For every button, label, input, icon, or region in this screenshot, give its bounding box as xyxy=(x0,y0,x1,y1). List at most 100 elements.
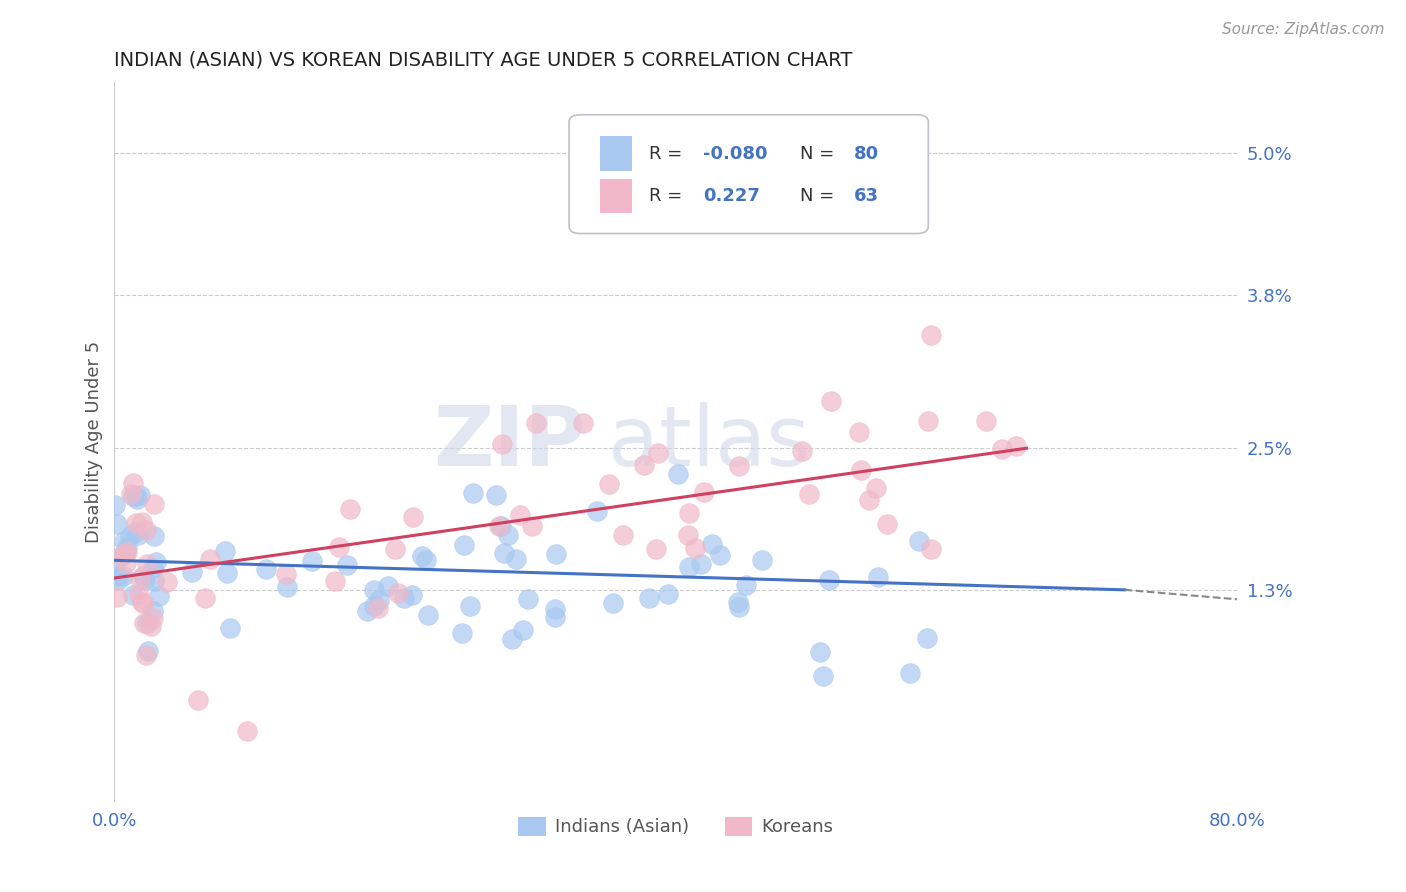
Point xyxy=(107,569,129,583)
Point xyxy=(598,477,620,491)
Point xyxy=(143,497,166,511)
Point xyxy=(128,586,150,600)
Point xyxy=(142,604,165,618)
Point xyxy=(105,517,128,532)
Point xyxy=(451,626,474,640)
Point xyxy=(148,590,170,604)
Point xyxy=(274,567,297,582)
Point xyxy=(120,487,142,501)
Point xyxy=(416,607,439,622)
Point xyxy=(509,508,531,522)
Text: N =: N = xyxy=(800,145,841,162)
Point xyxy=(488,519,510,533)
Point xyxy=(678,506,700,520)
Point xyxy=(136,644,159,658)
Point xyxy=(612,528,634,542)
Point xyxy=(363,582,385,597)
Point xyxy=(367,600,389,615)
Point xyxy=(107,574,129,588)
Point xyxy=(974,413,997,427)
Point xyxy=(187,693,209,707)
Text: 63: 63 xyxy=(855,187,879,205)
Point xyxy=(666,467,689,481)
Legend: Indians (Asian), Koreans: Indians (Asian), Koreans xyxy=(512,810,841,844)
Point xyxy=(571,416,593,430)
Point xyxy=(112,568,135,582)
Point xyxy=(915,631,938,645)
Point xyxy=(131,515,153,529)
Point xyxy=(647,446,669,460)
Point xyxy=(363,599,385,614)
Point xyxy=(104,498,127,512)
Y-axis label: Disability Age Under 5: Disability Age Under 5 xyxy=(86,341,103,543)
Point xyxy=(689,557,711,571)
Point xyxy=(156,574,179,589)
Point xyxy=(139,619,162,633)
Point xyxy=(917,414,939,428)
Point xyxy=(657,587,679,601)
Point xyxy=(127,528,149,542)
Point xyxy=(920,328,942,343)
Point xyxy=(105,590,128,604)
Point xyxy=(124,489,146,503)
Point xyxy=(735,578,758,592)
Point xyxy=(700,537,723,551)
Point xyxy=(215,566,238,580)
Point xyxy=(145,555,167,569)
Text: Source: ZipAtlas.com: Source: ZipAtlas.com xyxy=(1222,22,1385,37)
Point xyxy=(367,592,389,607)
Point xyxy=(858,492,880,507)
Point xyxy=(132,596,155,610)
Point xyxy=(122,475,145,490)
Point xyxy=(543,610,565,624)
Point xyxy=(392,591,415,605)
Point xyxy=(811,669,834,683)
Point xyxy=(402,510,425,524)
Point xyxy=(848,425,870,440)
Point xyxy=(181,565,204,579)
Point xyxy=(128,573,150,587)
Text: N =: N = xyxy=(800,187,841,205)
Point xyxy=(236,724,259,739)
Point xyxy=(792,443,814,458)
FancyBboxPatch shape xyxy=(600,136,631,171)
Point xyxy=(544,602,567,616)
Text: 80: 80 xyxy=(855,145,879,162)
Point xyxy=(115,545,138,559)
Point xyxy=(865,481,887,495)
Point xyxy=(112,533,135,548)
Point xyxy=(124,516,146,530)
Point xyxy=(120,529,142,543)
FancyBboxPatch shape xyxy=(600,178,631,213)
Point xyxy=(544,547,567,561)
Point xyxy=(512,623,534,637)
Point xyxy=(132,569,155,583)
Point xyxy=(676,528,699,542)
Point xyxy=(142,611,165,625)
Point xyxy=(505,551,527,566)
Point xyxy=(727,595,749,609)
Point xyxy=(218,621,240,635)
Point xyxy=(709,548,731,562)
Point xyxy=(323,574,346,588)
Point xyxy=(678,560,700,574)
Point xyxy=(920,542,942,557)
Point xyxy=(339,502,361,516)
Point xyxy=(520,519,543,533)
Point xyxy=(644,541,666,556)
Point xyxy=(751,552,773,566)
Point xyxy=(485,488,508,502)
Text: INDIAN (ASIAN) VS KOREAN DISABILITY AGE UNDER 5 CORRELATION CHART: INDIAN (ASIAN) VS KOREAN DISABILITY AGE … xyxy=(114,51,853,70)
Point xyxy=(401,588,423,602)
Point xyxy=(112,547,135,561)
Point xyxy=(411,549,433,563)
Point xyxy=(633,458,655,472)
Point xyxy=(898,665,921,680)
Point xyxy=(125,491,148,506)
Point xyxy=(585,504,607,518)
Point xyxy=(336,558,359,572)
Point xyxy=(115,557,138,571)
Point xyxy=(991,442,1014,456)
Point xyxy=(496,528,519,542)
Point xyxy=(142,574,165,589)
